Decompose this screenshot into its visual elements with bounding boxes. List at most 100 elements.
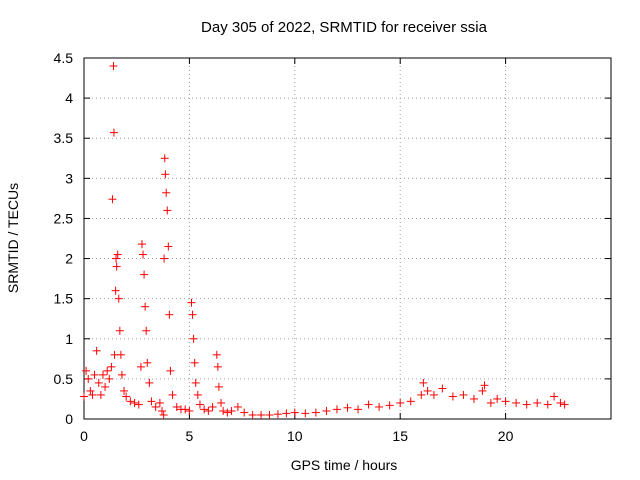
data-point bbox=[163, 206, 172, 215]
data-point bbox=[459, 390, 468, 399]
data-point bbox=[172, 402, 181, 411]
grid bbox=[84, 58, 611, 419]
data-point bbox=[147, 397, 156, 406]
data-point bbox=[191, 378, 200, 387]
data-point bbox=[88, 390, 97, 399]
data-point bbox=[107, 362, 116, 371]
data-point bbox=[188, 310, 197, 319]
data-point bbox=[501, 397, 510, 406]
data-point bbox=[92, 346, 101, 355]
data-point bbox=[103, 366, 112, 375]
data-point bbox=[213, 362, 222, 371]
data-point bbox=[375, 402, 384, 411]
y-tick-label: 4 bbox=[65, 90, 73, 106]
data-point bbox=[265, 410, 274, 419]
data-point bbox=[181, 405, 190, 414]
data-point bbox=[109, 62, 118, 71]
data-point bbox=[165, 310, 174, 319]
data-point bbox=[136, 362, 145, 371]
data-point bbox=[145, 378, 154, 387]
data-point bbox=[419, 378, 428, 387]
y-tick-label: 2.5 bbox=[54, 210, 74, 226]
data-point bbox=[155, 398, 164, 407]
data-point bbox=[204, 406, 213, 415]
data-point bbox=[80, 392, 88, 401]
x-tick-label: 15 bbox=[392, 428, 408, 444]
y-tick-label: 1 bbox=[65, 331, 73, 347]
data-point bbox=[385, 401, 394, 410]
data-point bbox=[406, 397, 415, 406]
data-point bbox=[227, 406, 236, 415]
data-point bbox=[486, 398, 495, 407]
data-point bbox=[126, 397, 135, 406]
data-point bbox=[141, 302, 150, 311]
data-point bbox=[290, 408, 299, 417]
data-point bbox=[82, 366, 91, 375]
data-point bbox=[354, 405, 363, 414]
data-point bbox=[208, 402, 217, 411]
data-point bbox=[120, 386, 129, 395]
y-tick-label: 2 bbox=[65, 251, 73, 267]
plot-frame bbox=[83, 57, 612, 420]
data-point bbox=[364, 400, 373, 409]
x-tick-label: 20 bbox=[498, 428, 514, 444]
data-point bbox=[193, 390, 202, 399]
data-point bbox=[200, 405, 209, 414]
data-point bbox=[90, 370, 99, 379]
data-point bbox=[396, 398, 405, 407]
data-point bbox=[112, 254, 121, 263]
data-point bbox=[469, 394, 478, 403]
data-point bbox=[214, 382, 223, 391]
data-point bbox=[94, 378, 103, 387]
y-tick-label: 3 bbox=[65, 170, 73, 186]
data-point bbox=[142, 326, 151, 335]
x-axis-label: GPS time / hours bbox=[291, 457, 398, 473]
data-point bbox=[448, 392, 457, 401]
data-point bbox=[543, 400, 552, 409]
data-point bbox=[522, 400, 531, 409]
data-point bbox=[533, 398, 542, 407]
data-point bbox=[98, 370, 107, 379]
data-point bbox=[162, 188, 171, 197]
data-point bbox=[212, 350, 221, 359]
data-point bbox=[219, 406, 228, 415]
data-points bbox=[80, 62, 569, 419]
data-point bbox=[189, 334, 198, 343]
data-point bbox=[109, 128, 118, 137]
data-point bbox=[137, 240, 146, 249]
x-tick-label: 10 bbox=[287, 428, 303, 444]
data-point bbox=[217, 398, 226, 407]
data-point bbox=[143, 358, 152, 367]
data-point bbox=[160, 154, 169, 163]
data-point bbox=[168, 390, 177, 399]
data-point bbox=[140, 270, 149, 279]
data-point bbox=[164, 242, 173, 251]
data-point bbox=[116, 350, 125, 359]
data-point bbox=[134, 400, 143, 409]
data-point bbox=[130, 398, 139, 407]
data-point bbox=[423, 386, 432, 395]
y-axis-label: SRMTID / TECUs bbox=[5, 183, 21, 293]
data-point bbox=[101, 382, 110, 391]
data-point bbox=[160, 254, 169, 263]
data-point bbox=[157, 406, 166, 415]
data-point bbox=[151, 402, 160, 411]
data-point bbox=[493, 394, 502, 403]
data-point bbox=[139, 250, 148, 259]
data-point bbox=[417, 390, 426, 399]
data-point bbox=[161, 170, 170, 179]
data-point bbox=[240, 408, 249, 417]
data-point bbox=[248, 410, 257, 419]
data-point bbox=[322, 406, 331, 415]
data-point bbox=[111, 286, 120, 295]
data-point bbox=[185, 406, 194, 415]
y-tick-label: 1.5 bbox=[54, 291, 74, 307]
data-point bbox=[166, 366, 175, 375]
data-point bbox=[190, 358, 199, 367]
data-point bbox=[560, 400, 569, 409]
data-point bbox=[301, 409, 310, 418]
data-point bbox=[438, 384, 447, 393]
y-tick-label: 0 bbox=[65, 411, 73, 427]
data-point bbox=[105, 374, 114, 383]
